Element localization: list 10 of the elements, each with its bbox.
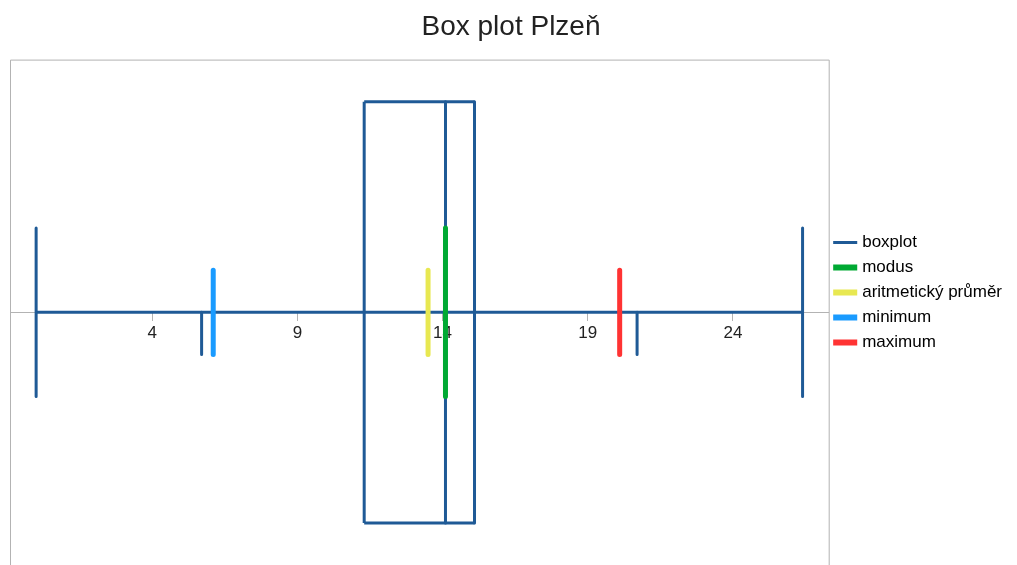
x-tick-label: 9 [292,323,303,343]
chart-title: Box plot Plzeň [421,9,601,41]
legend-label: minimum [862,307,932,327]
legend-label: maximum [862,332,936,352]
legend-label: modus [862,257,914,277]
x-tick-label: 24 [723,323,743,343]
legend-label: boxplot [862,232,918,252]
x-tick-label: 4 [147,323,157,343]
x-tick-label: 19 [578,323,598,343]
legend-label: aritmetický průměr [862,282,1003,302]
